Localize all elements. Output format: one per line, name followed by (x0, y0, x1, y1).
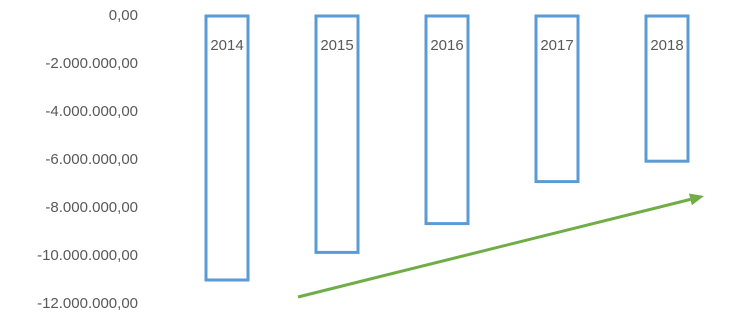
y-tick-label: 0,00 (109, 7, 138, 24)
bar-2018 (644, 14, 690, 163)
y-axis-tick-labels: 0,00 -2.000.000,00 -4.000.000,00 -6.000.000… (37, 7, 138, 312)
y-tick-label: -8.000.000,00 (45, 199, 138, 216)
category-label: 2014 (210, 37, 243, 54)
category-label: 2018 (650, 37, 683, 54)
y-tick-label: -10.000.000,00 (37, 247, 138, 264)
category-label: 2017 (540, 37, 573, 54)
category-label: 2016 (430, 37, 463, 54)
bar-2016 (424, 14, 470, 226)
bar-2015 (314, 14, 360, 254)
bar-2014 (204, 14, 250, 282)
trend-arrow (297, 193, 704, 299)
y-tick-label: -6.000.000,00 (45, 151, 138, 168)
trend-arrow-head (688, 193, 704, 206)
category-label: 2015 (320, 37, 353, 54)
bars (204, 14, 690, 282)
bar-2017 (534, 14, 580, 184)
trend-arrow-line (297, 197, 691, 299)
y-tick-label: -4.000.000,00 (45, 103, 138, 120)
y-tick-label: -2.000.000,00 (45, 55, 138, 72)
category-labels: 2014 2015 2016 2017 2018 (210, 37, 683, 54)
y-tick-label: -12.000.000,00 (37, 295, 138, 312)
